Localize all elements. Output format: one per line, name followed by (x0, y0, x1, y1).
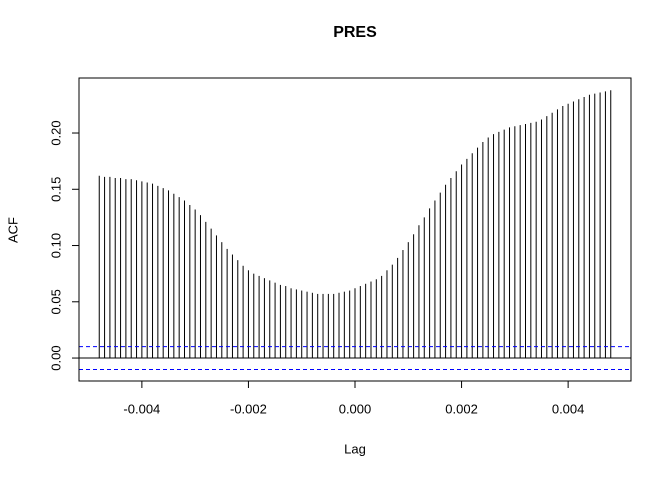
y-tick-label: 0.10 (48, 233, 63, 258)
y-tick-label: 0.05 (48, 289, 63, 314)
y-tick-label: 0.20 (48, 120, 63, 145)
y-tick-label: 0.15 (48, 177, 63, 202)
x-tick-label: -0.004 (123, 401, 160, 416)
x-tick-label: 0.002 (445, 401, 478, 416)
x-tick-label: -0.002 (230, 401, 267, 416)
y-axis-label: ACF (5, 217, 20, 243)
x-tick-label: 0.004 (552, 401, 585, 416)
y-tick-label: 0.00 (48, 345, 63, 370)
plot-frame (78, 77, 632, 382)
x-axis-label: Lag (344, 441, 366, 456)
x-tick-label: 0.000 (339, 401, 372, 416)
chart-title: PRES (333, 24, 377, 41)
